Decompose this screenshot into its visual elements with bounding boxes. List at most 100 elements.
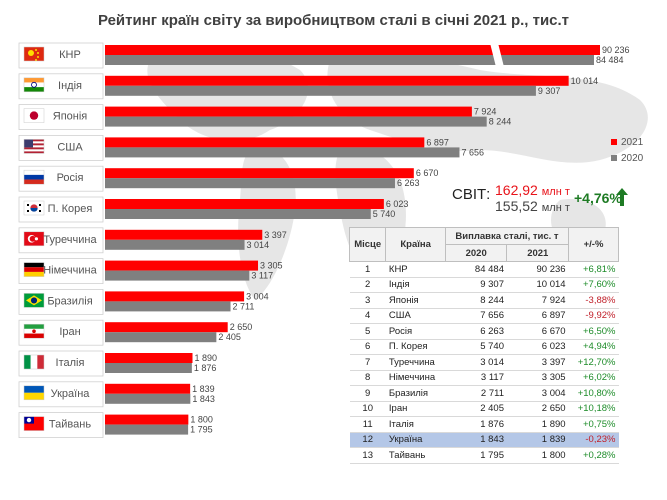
cell-country: Україна: [385, 432, 446, 448]
bar-2020: [105, 85, 536, 96]
cell-2020: 84 484: [445, 261, 507, 278]
table-row: 3 Японія 8 244 7 924 -3,88%: [349, 292, 619, 309]
data-label-2020: 2 711: [233, 301, 255, 311]
cell-2021: 7 924: [506, 292, 569, 309]
data-label-2021: 6 023: [386, 199, 409, 209]
table-row: 9 Бразилія 2 711 3 004 +10,80%: [349, 385, 619, 402]
country-label: Бразилія: [47, 295, 92, 307]
cell-place: 12: [349, 432, 386, 448]
cell-place: 1: [349, 261, 386, 278]
cell-place: 4: [349, 308, 386, 324]
iran-flag-icon: [23, 323, 45, 339]
bar-2021: [105, 229, 263, 240]
cell-2020: 3 014: [445, 354, 507, 371]
legend-swatch-2020: [611, 155, 617, 161]
japan-flag-icon: [23, 108, 45, 123]
bar-2020: [105, 147, 460, 158]
data-label-2021: 7 924: [474, 107, 497, 117]
cell-2021: 6 023: [506, 339, 569, 355]
cell-change: +0,28%: [568, 447, 619, 464]
cell-country: США: [385, 308, 446, 324]
cell-2020: 2 711: [445, 385, 507, 402]
cell-2021: 3 305: [506, 370, 569, 386]
cell-country: Росія: [385, 323, 446, 340]
cell-change: +6,50%: [568, 323, 619, 340]
country-label: Німеччина: [43, 265, 97, 277]
bar-2021: [105, 322, 228, 333]
cell-change: -9,92%: [568, 308, 619, 324]
india-flag-icon: [23, 77, 45, 93]
bar-2020: [105, 424, 189, 435]
header-country: Країна: [385, 227, 446, 262]
cell-2020: 5 740: [445, 339, 507, 355]
cell-2021: 1 800: [506, 447, 569, 464]
cell-change: +0,75%: [568, 416, 619, 433]
cell-2021: 90 236: [506, 261, 569, 278]
data-label-2021: 1 890: [195, 353, 218, 363]
cell-place: 10: [349, 401, 386, 417]
cell-2021: 6 897: [506, 308, 569, 324]
world-value-2021: 162,92 млн т: [495, 182, 570, 198]
cell-place: 9: [349, 385, 386, 402]
germany-flag-icon: [23, 262, 45, 277]
cell-2021: 2 650: [506, 401, 569, 417]
world-change: +4,76%: [574, 190, 622, 206]
cell-2021: 1 890: [506, 416, 569, 433]
cell-place: 2: [349, 277, 386, 293]
table-row: 5 Росія 6 263 6 670 +6,50%: [349, 323, 619, 340]
table-row: 6 П. Корея 5 740 6 023 +4,94%: [349, 339, 619, 355]
bar-2020: [105, 363, 192, 373]
data-label-2020: 1 843: [192, 394, 215, 404]
cell-change: -3,88%: [568, 292, 619, 309]
data-label-2021: 1 800: [190, 415, 213, 425]
cell-2020: 9 307: [445, 277, 507, 293]
table-row: 2 Індія 9 307 10 014 +7,60%: [349, 277, 619, 293]
cell-2020: 1 876: [445, 416, 507, 433]
cell-country: П. Корея: [385, 339, 446, 355]
bar-2020: [105, 393, 191, 404]
country-label: Україна: [51, 388, 91, 400]
country-label: КНР: [59, 49, 81, 61]
bar-2021: [105, 45, 600, 55]
brazil-flag-icon: [23, 293, 45, 308]
data-label-2021: 90 236: [602, 45, 630, 55]
table-row: 10 Іран 2 405 2 650 +10,18%: [349, 401, 619, 417]
data-label-2020: 84 484: [596, 55, 624, 65]
world-unit-2021: млн т: [541, 186, 570, 198]
world-value-2021-number: 162,92: [495, 182, 538, 198]
bar-2021: [105, 260, 259, 271]
data-label-2021: 2 650: [230, 322, 253, 332]
cell-country: Іран: [385, 401, 446, 417]
cell-place: 5: [349, 323, 386, 340]
cell-2021: 10 014: [506, 277, 569, 293]
country-label: Росія: [57, 172, 84, 184]
cell-change: +10,18%: [568, 401, 619, 417]
cell-change: +4,94%: [568, 339, 619, 355]
data-label-2020: 5 740: [373, 209, 396, 219]
bar-2021: [105, 137, 425, 148]
data-label-2021: 10 014: [571, 76, 599, 86]
cell-country: Італія: [385, 416, 446, 433]
bar-2021: [105, 199, 384, 209]
cell-2020: 7 656: [445, 308, 507, 324]
country-label: Італія: [56, 357, 85, 369]
bar-2021: [105, 106, 472, 117]
cell-country: Туреччина: [385, 354, 446, 371]
ukraine-flag-icon: [23, 385, 45, 401]
china-flag-icon: [23, 46, 45, 62]
data-label-2020: 2 405: [218, 332, 241, 342]
country-label: Японія: [53, 111, 88, 123]
table-row: 4 США 7 656 6 897 -9,92%: [349, 308, 619, 324]
bar-2021: [105, 168, 414, 179]
bar-2020: [105, 270, 250, 281]
cell-country: Індія: [385, 277, 446, 293]
italy-flag-icon: [23, 354, 45, 370]
cell-change: +12,70%: [568, 354, 619, 371]
legend-swatch-2021: [611, 139, 617, 145]
cell-country: Німеччина: [385, 370, 446, 386]
table-row: 8 Німеччина 3 117 3 305 +6,02%: [349, 370, 619, 386]
data-label-2020: 1 795: [190, 425, 213, 435]
cell-change: +10,80%: [568, 385, 619, 402]
table-row: 12 Україна 1 843 1 839 -0,23%: [349, 432, 619, 448]
